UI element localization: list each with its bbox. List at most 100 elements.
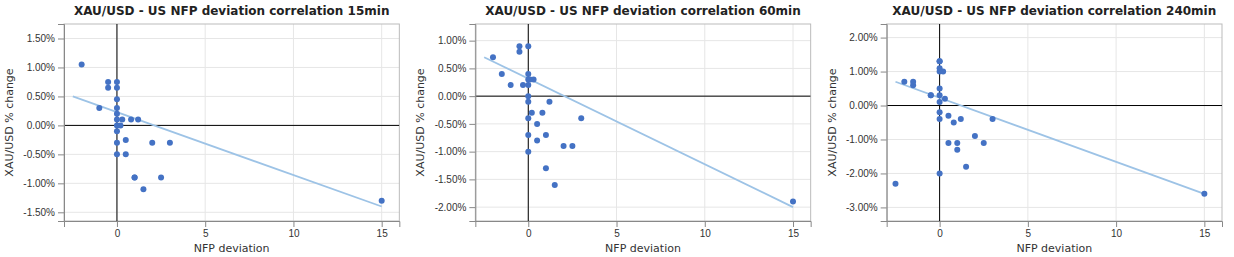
tick-label: -1.50% <box>23 207 55 218</box>
scatter-point <box>928 92 934 98</box>
y-axis: -3.00%-2.00%-1.00%0.00%1.00%2.00% <box>846 25 887 222</box>
scatter-point <box>520 82 526 88</box>
scatter-point <box>990 116 996 122</box>
tick-mark <box>881 72 887 73</box>
x-tick: 0 <box>937 221 943 239</box>
x-tick: 15 <box>377 221 389 239</box>
y-tick: 2.00% <box>849 32 886 43</box>
scatter-point <box>119 117 125 123</box>
scatter-point <box>972 133 978 139</box>
scatter-point <box>901 79 907 85</box>
figure: 0 5 10 15 -1.50% -1.00% -0.50% 0.00% 0.50% 1.00% 1… <box>0 0 1234 257</box>
scatter-point <box>569 143 575 149</box>
scatter-point <box>135 117 141 123</box>
grid-line <box>528 24 529 221</box>
scatter-point <box>123 137 129 143</box>
scatter-point <box>937 86 943 92</box>
scatter-point <box>981 140 987 146</box>
scatter-point <box>525 149 531 155</box>
scatter-point <box>123 151 129 157</box>
y-tick: -3.00% <box>846 202 887 213</box>
tick-label: -1.00% <box>23 178 55 189</box>
plot-area <box>887 24 1222 221</box>
y-axis: -2.00%-1.50%-1.00%-0.50%0.00%0.50%1.00% <box>435 25 476 222</box>
tick-mark <box>382 221 383 227</box>
scatter-point <box>543 132 549 138</box>
y-axis-title: XAU/USD % change <box>3 68 16 176</box>
scatter-point <box>96 105 102 111</box>
grid-line <box>475 68 810 69</box>
scatter-point <box>543 165 549 171</box>
scatter-point <box>508 82 514 88</box>
scatter-point <box>945 113 951 119</box>
x-axis: 051015 <box>65 221 400 239</box>
tick-label: -0.50% <box>435 119 467 130</box>
tick-label: 0.00% <box>849 100 877 111</box>
scatter-point <box>516 43 522 49</box>
tick-label: 0 <box>937 228 943 239</box>
tick-mark <box>793 221 794 227</box>
chart-panel: 051015-1.50%-1.00%-0.50%0.00%0.50%1.00%1… <box>3 4 400 255</box>
tick-mark <box>617 221 618 227</box>
tick-label: 1.50% <box>27 33 55 44</box>
y-tick: 1.00% <box>438 35 475 46</box>
tick-label: 10 <box>1111 228 1123 239</box>
scatter-point <box>140 186 146 192</box>
y-tick: 1.00% <box>849 66 886 77</box>
y-axis-title: XAU/USD % change <box>414 68 427 176</box>
scatter-point <box>937 99 943 105</box>
tick-mark <box>58 67 64 68</box>
scatter-point <box>928 92 934 98</box>
tick-mark <box>293 221 294 227</box>
scatter-point <box>128 117 134 123</box>
tick-mark <box>881 38 887 39</box>
y-tick: 0.00% <box>438 91 475 102</box>
scatter-point <box>114 151 120 157</box>
x-axis-title: NFP deviation <box>1016 242 1092 255</box>
scatter-point <box>149 140 155 146</box>
scatter-point <box>525 99 531 105</box>
scatter-point <box>539 110 545 116</box>
scatter-point <box>942 96 948 102</box>
tick-label: 1.00% <box>849 66 877 77</box>
grid-line <box>64 67 399 68</box>
x-tick: 15 <box>1199 221 1211 239</box>
tick-label: 15 <box>788 228 800 239</box>
tick-label: -1.00% <box>435 146 467 157</box>
trend-line <box>73 96 382 206</box>
chart-title: XAU/USD - US NFP deviation correlation 1… <box>74 4 390 18</box>
grid-line <box>475 40 810 41</box>
scatter-point <box>525 43 531 49</box>
y-axis-title: XAU/USD % change <box>826 68 839 176</box>
scatter-point <box>105 85 111 91</box>
y-tick: -1.00% <box>23 178 64 189</box>
tick-mark <box>58 154 64 155</box>
scatter-point <box>117 122 123 128</box>
grid-line <box>704 24 705 221</box>
scatter-point <box>937 58 943 64</box>
scatter-point <box>529 110 535 116</box>
y-tick: -1.00% <box>846 134 887 145</box>
grid-line <box>887 207 1222 208</box>
chart-panel: 051015-2.00%-1.50%-1.00%-0.50%0.00%0.50%… <box>414 4 811 255</box>
y-axis: -1.50%-1.00%-0.50%0.00%0.50%1.00%1.50% <box>23 25 64 222</box>
x-tick: 0 <box>526 221 532 239</box>
zero-line <box>887 105 1222 106</box>
grid-line <box>381 24 382 221</box>
tick-mark <box>469 179 475 180</box>
tick-label: 15 <box>1199 228 1211 239</box>
grid <box>887 24 1222 221</box>
tick-mark <box>58 125 64 126</box>
scatter-point <box>105 79 111 85</box>
tick-mark <box>881 106 887 107</box>
axis-line <box>65 222 400 228</box>
tick-label: 0.00% <box>27 120 55 131</box>
tick-label: 5 <box>614 228 620 239</box>
scatter-point <box>114 140 120 146</box>
chart-panel: 051015-3.00%-2.00%-1.00%0.00%1.00%2.00%X… <box>826 4 1223 255</box>
y-tick: 0.50% <box>438 63 475 74</box>
tick-label: 10 <box>288 228 300 239</box>
tick-mark <box>881 139 887 140</box>
scatter-point <box>499 71 505 77</box>
scatter-point <box>490 54 496 60</box>
